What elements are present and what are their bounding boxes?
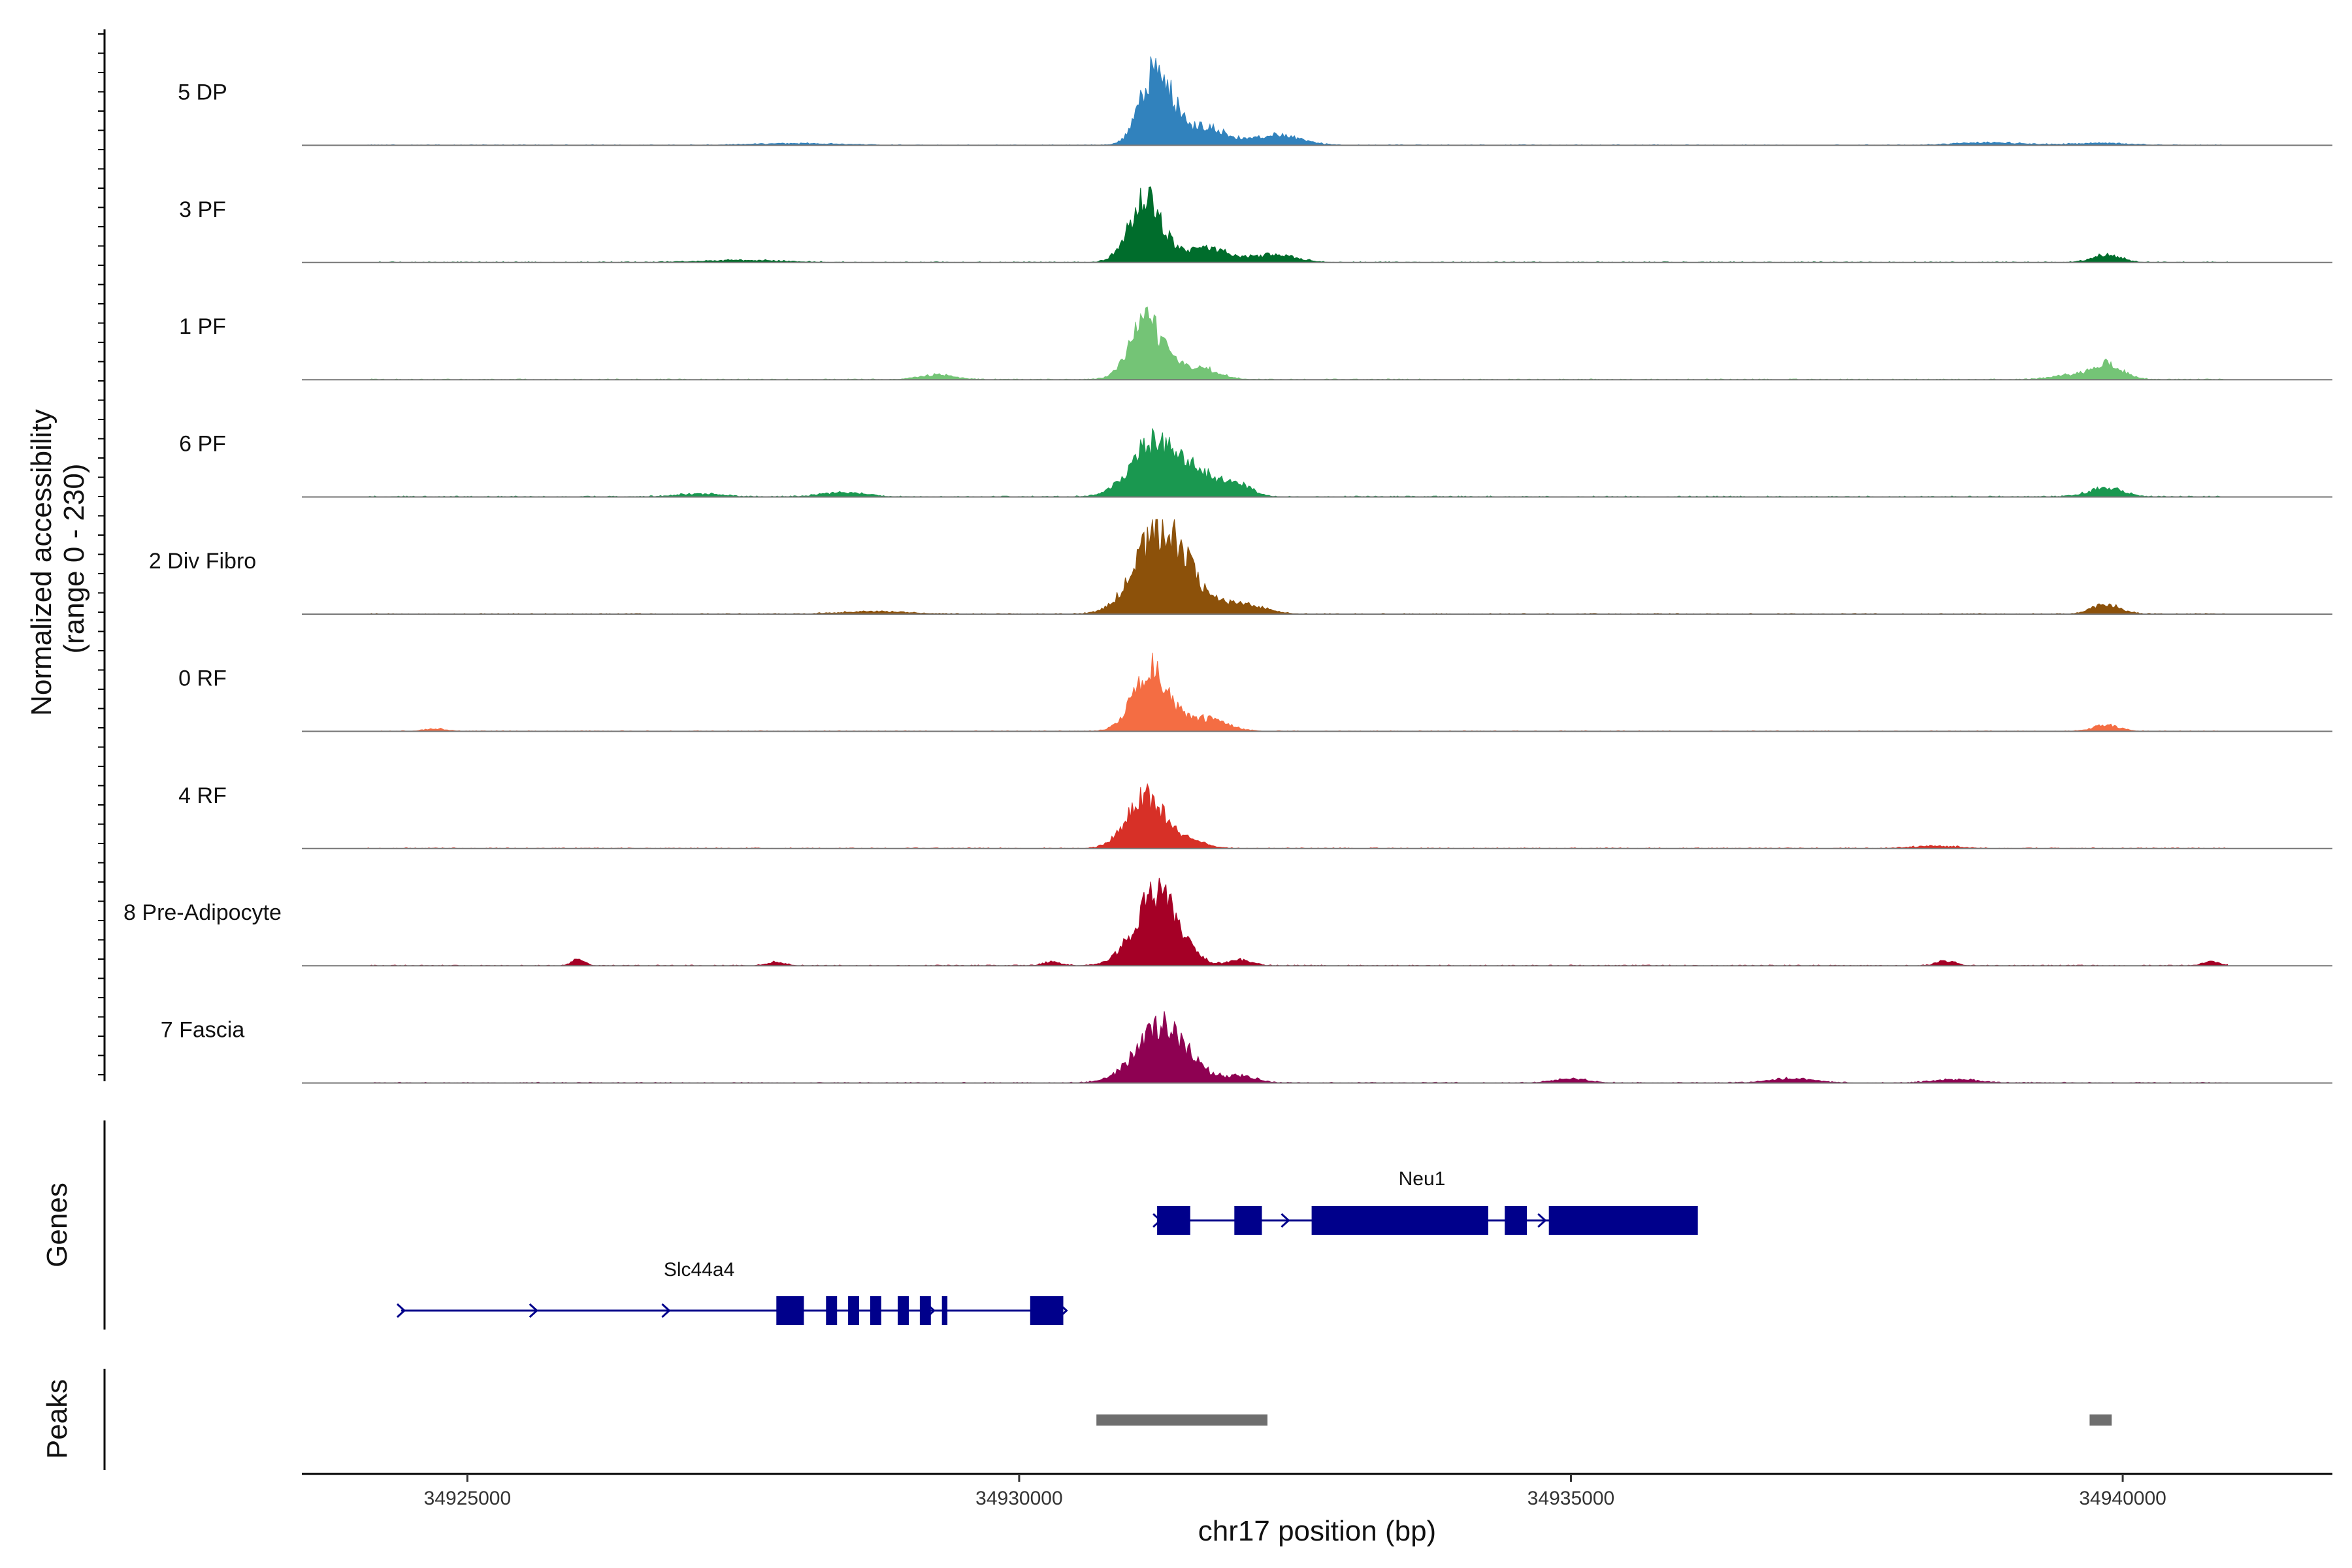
x-axis-ticks: 34925000 34930000 34935000 34940000 [424, 1474, 2166, 1509]
track-label: 0 RF [178, 666, 227, 691]
coverage-area [367, 783, 2228, 849]
gene-exon [919, 1296, 931, 1325]
gene-label: Neu1 [1399, 1168, 1446, 1190]
gene-exon [1548, 1206, 1698, 1235]
coverage-area [367, 56, 2228, 146]
x-tick-label: 34940000 [2079, 1488, 2166, 1509]
gene-exon [848, 1296, 859, 1325]
strand-arrow [661, 1303, 671, 1318]
x-tick-label: 34925000 [424, 1488, 511, 1509]
track-label: 1 PF [179, 314, 226, 339]
track-label: 2 Div Fibro [149, 549, 256, 574]
coverage-tracks: 5 DP 3 PF 1 PF 6 PF 2 Div Fibro 0 RF 4 RF 8 Pre… [123, 56, 2332, 1084]
y-axis-title: Normalized accessibility (range 0 - 230) [25, 401, 90, 716]
x-tick-label: 34935000 [1527, 1488, 1614, 1509]
gene-annotation-track: Neu1 Slc44a4 [396, 1168, 1698, 1325]
y-axis-title-line1: Normalized accessibility [25, 409, 57, 715]
coverage-area [368, 652, 2228, 732]
gene-exon [870, 1296, 881, 1325]
track-label: 8 Pre-Adipocyte [123, 900, 282, 925]
gene-exon [1157, 1206, 1190, 1235]
x-axis: 34925000 34930000 34935000 34940000 chr17 p… [302, 1473, 2332, 1547]
track-label: 7 Fascia [161, 1018, 245, 1043]
peaks-panel-label: Peaks [41, 1379, 73, 1459]
peak-region [2089, 1414, 2112, 1426]
coverage-area [367, 519, 2228, 615]
gene-exon [826, 1296, 838, 1325]
x-axis-title: chr17 position (bp) [1198, 1515, 1436, 1547]
coverage-area [368, 186, 2228, 263]
track-8-pre-adipocyte: 8 Pre-Adipocyte [123, 877, 2332, 967]
gene-slc44a4: Slc44a4 [396, 1259, 1068, 1325]
gene-label: Slc44a4 [664, 1259, 734, 1281]
gene-exon [898, 1296, 909, 1325]
coverage-area [367, 306, 2228, 380]
track-label: 6 PF [179, 432, 226, 457]
coverage-area [368, 428, 2228, 498]
peak-region [1096, 1414, 1267, 1426]
track-label: 5 DP [178, 80, 227, 105]
strand-arrow [529, 1303, 538, 1318]
gene-exon [1234, 1206, 1262, 1235]
strand-arrow [396, 1303, 406, 1318]
gene-exon [941, 1296, 948, 1325]
gene-exon [1311, 1206, 1488, 1235]
gene-exon [776, 1296, 804, 1325]
track-2-div-fibro: 2 Div Fibro [149, 519, 2332, 615]
coverage-y-ticks [98, 33, 105, 1075]
track-7-fascia: 7 Fascia [161, 1011, 2332, 1084]
y-axis-title-line2: (range 0 - 230) [58, 463, 90, 653]
gene-exon [1505, 1206, 1527, 1235]
track-3-pf: 3 PF [179, 186, 2332, 263]
track-label: 4 RF [178, 783, 227, 808]
genes-panel-label: Genes [41, 1183, 73, 1267]
strand-arrow [1281, 1213, 1290, 1228]
coverage-area [368, 877, 2228, 966]
track-5-dp: 5 DP [178, 56, 2332, 146]
track-0-rf: 0 RF [178, 652, 2332, 732]
x-tick-label: 34930000 [975, 1488, 1062, 1509]
track-4-rf: 4 RF [178, 783, 2332, 849]
track-6-pf: 6 PF [179, 428, 2332, 498]
y-axis-left [98, 29, 106, 1470]
track-label: 3 PF [179, 197, 226, 222]
coverage-area [368, 1011, 2228, 1084]
peak-region-track [1096, 1414, 2112, 1426]
gene-neu1: Neu1 [1152, 1168, 1698, 1235]
strand-arrow [1537, 1213, 1547, 1228]
track-1-pf: 1 PF [179, 306, 2332, 381]
gene-exon [1030, 1296, 1064, 1325]
